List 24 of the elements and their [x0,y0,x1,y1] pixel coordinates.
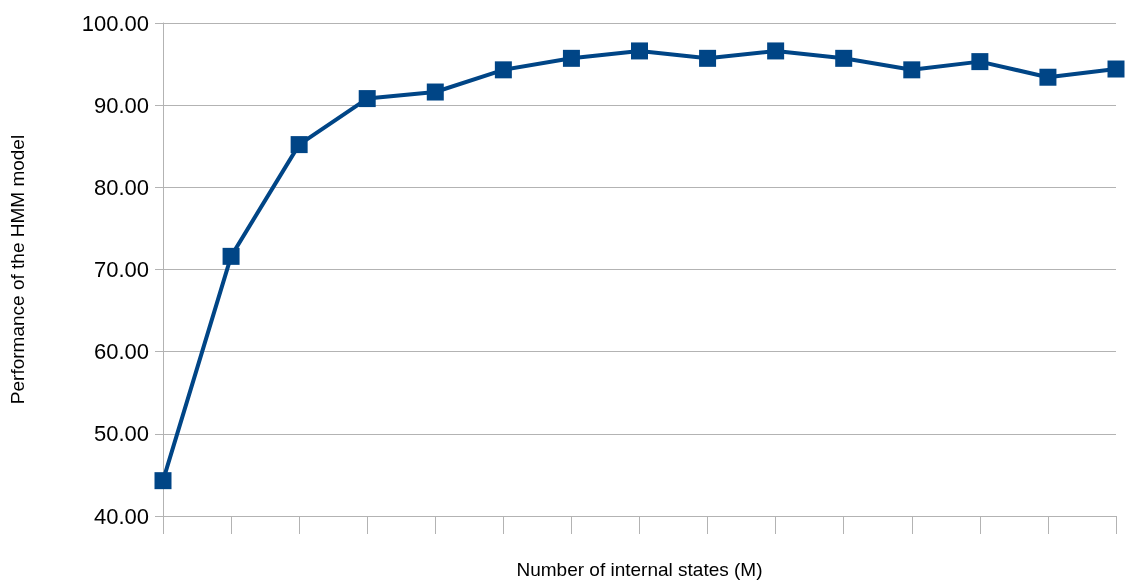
point [699,49,717,67]
point [1107,60,1125,78]
point [562,49,580,67]
point [835,49,853,67]
point [290,136,308,154]
x-axis-title: Number of internal states (M) [516,559,763,580]
point [971,53,989,71]
point [767,42,785,60]
y-tick-label: 70.00 [93,257,149,282]
y-tick-label: 50.00 [93,421,149,447]
y-tick-label: 40.00 [93,503,149,529]
point [426,83,444,101]
y-tick-label: 90.00 [93,92,149,118]
y-tick-label: 60.00 [93,339,149,365]
y-tick-label: 100.00 [81,10,149,36]
point [1039,68,1057,86]
point [494,61,512,79]
y-axis-title: Performance of the HMM model [7,134,28,405]
point [358,90,376,108]
point [154,472,172,490]
point [903,61,921,79]
y-tick-label: 80.00 [93,174,149,200]
point [631,42,648,60]
point [222,247,240,265]
